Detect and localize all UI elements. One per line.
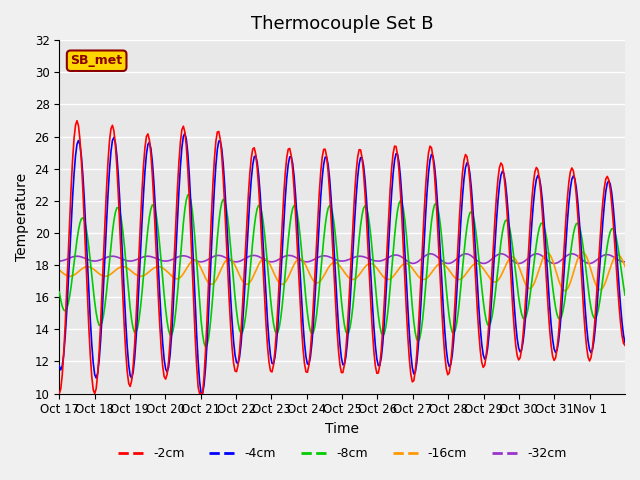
Title: Thermocouple Set B: Thermocouple Set B <box>251 15 433 33</box>
Y-axis label: Temperature: Temperature <box>15 173 29 261</box>
Legend: -2cm, -4cm, -8cm, -16cm, -32cm: -2cm, -4cm, -8cm, -16cm, -32cm <box>113 442 572 465</box>
X-axis label: Time: Time <box>325 422 359 436</box>
Text: SB_met: SB_met <box>70 54 123 67</box>
